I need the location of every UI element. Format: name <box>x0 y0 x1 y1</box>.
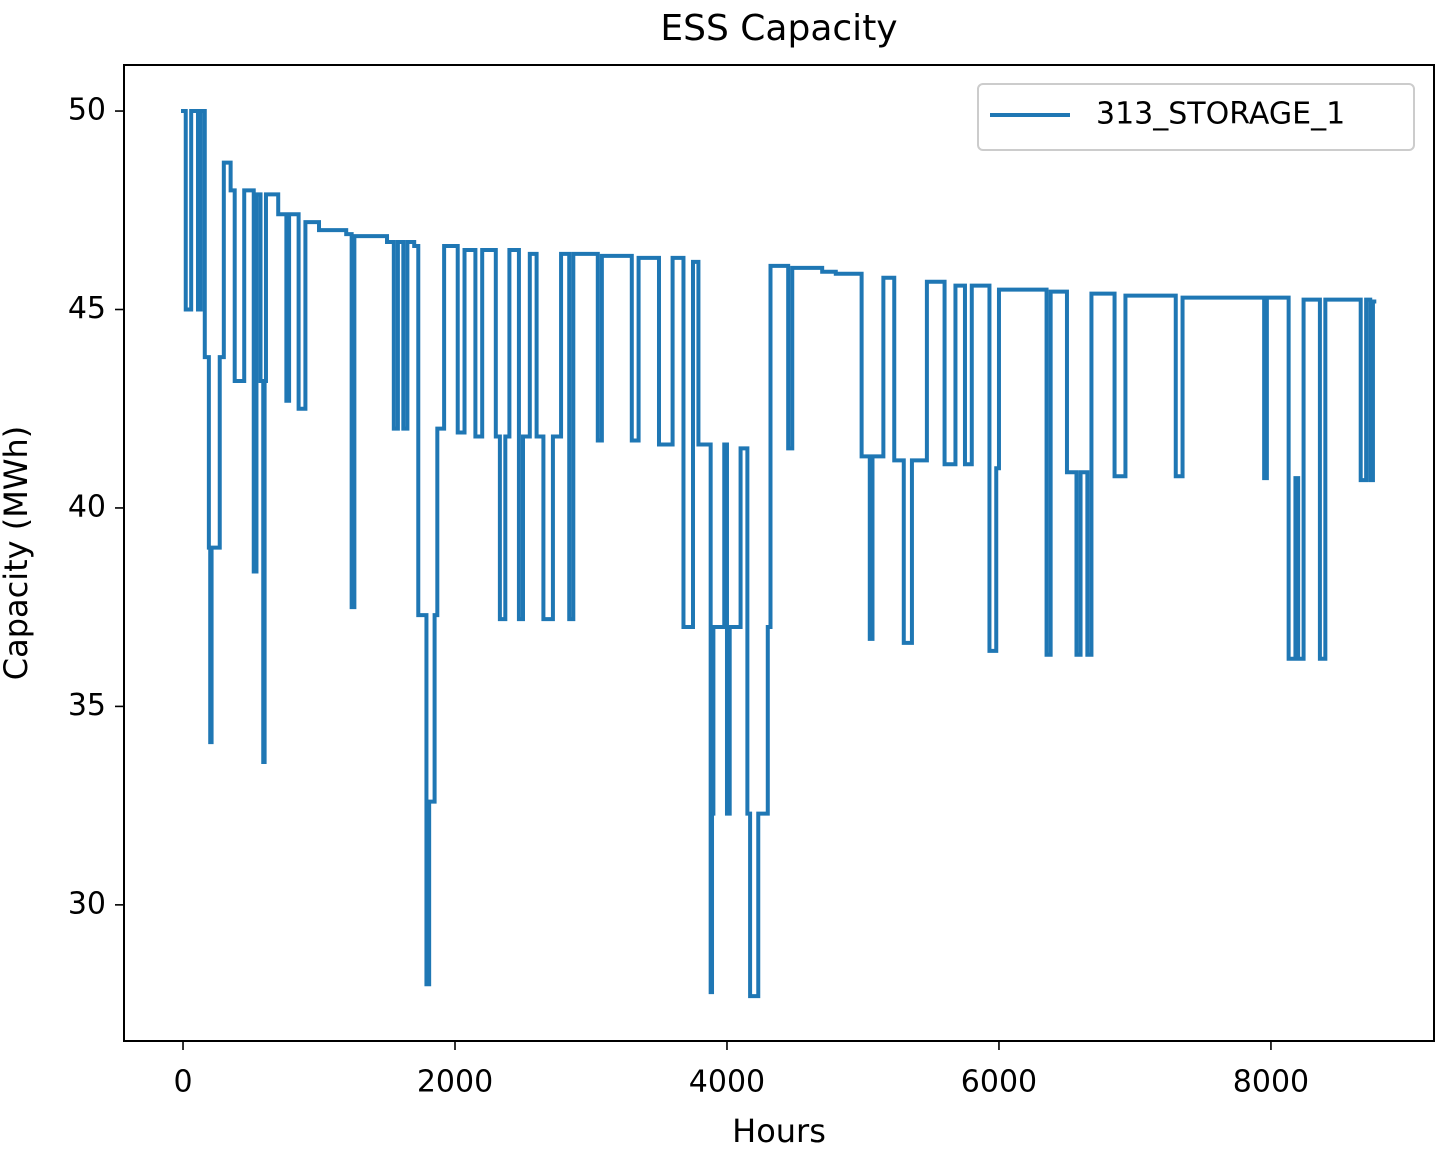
x-tick-label: 4000 <box>689 1065 765 1100</box>
y-tick-label: 40 <box>68 489 106 524</box>
x-tick-label: 2000 <box>417 1065 493 1100</box>
y-tick-label: 45 <box>68 291 106 326</box>
y-tick-label: 35 <box>68 688 106 723</box>
legend-box <box>977 83 1415 151</box>
x-axis-label: Hours <box>732 1112 826 1150</box>
data-line <box>181 109 1377 999</box>
x-tick-label: 6000 <box>961 1065 1037 1100</box>
legend-label: 313_STORAGE_1 <box>1096 97 1345 132</box>
y-tick-label: 30 <box>68 886 106 921</box>
x-tick-label: 8000 <box>1233 1065 1309 1100</box>
y-tick-label: 50 <box>68 93 106 128</box>
chart-title: ESS Capacity <box>660 8 897 49</box>
x-tick-label: 0 <box>173 1065 192 1100</box>
plot-frame <box>123 64 1435 1042</box>
y-axis-label: Capacity (MWh) <box>0 426 35 681</box>
